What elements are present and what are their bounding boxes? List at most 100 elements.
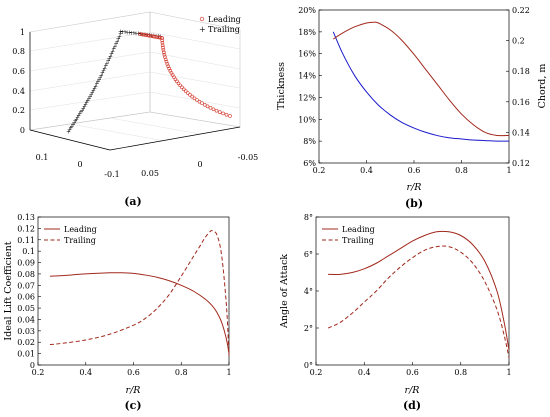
- right-tick-label: 0.22: [512, 6, 530, 15]
- x-tick-label: 0.8: [454, 368, 467, 377]
- trailing-point: +: [72, 120, 77, 127]
- x-axis-ticks: 0.2 0.4 0.6 0.8 1: [313, 160, 512, 175]
- z-tick-2: 0.4: [12, 87, 25, 96]
- leading-point: [221, 111, 225, 116]
- leading-point: [175, 79, 179, 84]
- right-tick-label: 0.2: [512, 37, 525, 46]
- trailing-point: +: [75, 115, 80, 122]
- leading-point: [162, 50, 166, 55]
- leading-point: [182, 87, 186, 92]
- y-axis-line: [109, 126, 241, 151]
- leading-point: [163, 55, 167, 59]
- trailing-point: +: [66, 129, 71, 136]
- trailing-point: +: [93, 83, 98, 90]
- xlabel-c: r/R: [126, 385, 141, 396]
- series-line-leading: [49, 272, 230, 354]
- caption-b: (b): [405, 197, 423, 210]
- y-tick-label: 0.07: [17, 281, 35, 290]
- trailing-point: +: [76, 113, 81, 120]
- ylabel-chord: Chord, m: [537, 64, 548, 109]
- series-line-leading: [328, 230, 510, 351]
- x-tick-label: 1: [226, 368, 231, 377]
- leading-point: [211, 107, 216, 112]
- trailing-point: +: [112, 43, 117, 50]
- leading-point: [195, 98, 199, 102]
- trailing-point: +: [100, 70, 105, 77]
- caption-a: (a): [124, 195, 142, 208]
- leading-point: [160, 43, 165, 47]
- caption-d: (d): [403, 399, 421, 412]
- x-tick-label: 0.2: [32, 368, 45, 377]
- z-tick-5: 1: [20, 28, 25, 37]
- leading-point: [192, 96, 197, 101]
- x-tick-0: 0.1: [36, 153, 49, 162]
- trailing-point: +: [73, 118, 78, 125]
- series-line-right: [332, 21, 510, 137]
- z-tick-4: 0.8: [12, 47, 25, 56]
- trailing-point: +: [103, 63, 108, 70]
- leading-points: [138, 32, 232, 118]
- trailing-point: +: [122, 29, 127, 36]
- y-tick-label: 0°: [304, 361, 313, 370]
- y-tick-label: 16%: [298, 50, 316, 59]
- trailing-point: +: [125, 29, 130, 36]
- x-tick-label: 0.2: [310, 368, 323, 377]
- trailing-point: +: [111, 46, 116, 53]
- trailing-point: +: [92, 85, 97, 92]
- trailing-point: +: [149, 32, 154, 39]
- trailing-point: +: [118, 31, 123, 38]
- x-tick-label: 0.4: [360, 166, 373, 175]
- y-tick-0: 0.05: [141, 169, 159, 178]
- trailing-point: +: [90, 90, 95, 97]
- xlabel-b: r/R: [407, 182, 422, 193]
- trailing-points: ++++++++++++++++++++++++++++++++++++++++…: [66, 29, 163, 136]
- x-tick-label: 0.6: [406, 368, 419, 377]
- leading-point: [164, 59, 169, 64]
- leading-point: [202, 103, 207, 107]
- x-tick-label: 1: [506, 166, 511, 175]
- legend-trailing-marker: +: [199, 25, 206, 34]
- x-tick-label: 0.4: [358, 368, 371, 377]
- trailing-point: +: [94, 81, 99, 88]
- leading-point: [197, 99, 202, 104]
- y-tick-label: 20%: [298, 6, 316, 15]
- leading-point: [185, 91, 190, 95]
- trailing-point: +: [110, 48, 115, 55]
- y-tick-label: 0.13: [17, 213, 35, 222]
- y-tick-label: 0.12: [17, 224, 35, 233]
- panel-a-3d-scatter: 0 0.2 0.4 0.6 0.8 1 0.1 0 -0.1 0.05 0 -0…: [12, 11, 259, 208]
- y-tick-label: 12%: [298, 93, 316, 102]
- y-tick-label: 6°: [304, 250, 313, 259]
- z-tick-3: 0.6: [12, 67, 25, 76]
- series-lines: [332, 21, 510, 142]
- y-tick-label: 8%: [303, 137, 316, 146]
- x-tick-label: 0.6: [127, 368, 140, 377]
- panel-a-grid: [29, 31, 241, 142]
- trailing-point: +: [120, 29, 125, 36]
- trailing-point: +: [80, 107, 85, 114]
- trailing-point: +: [82, 104, 87, 111]
- legend-leading-marker: [199, 16, 205, 22]
- trailing-point: +: [78, 109, 83, 116]
- y-tick-2: -0.05: [238, 153, 259, 162]
- trailing-point: +: [95, 79, 100, 86]
- trailing-point: +: [91, 88, 96, 95]
- y-tick-label: 0.01: [17, 350, 35, 359]
- x-axis-ticks: 0.2 0.4 0.6 0.8 1: [310, 362, 512, 377]
- trailing-point: +: [102, 65, 107, 72]
- leading-point: [180, 85, 184, 90]
- y-tick-label: 10%: [298, 115, 316, 124]
- legend-leading-label: Leading: [208, 15, 241, 24]
- trailing-point: +: [85, 98, 90, 105]
- legend-trailing-label: Trailing: [208, 25, 240, 34]
- y-tick-label: 0.04: [17, 315, 35, 324]
- right-axis-ticks: 0.12 0.14 0.16 0.18 0.2 0.22: [506, 6, 530, 168]
- y-tick-label: 8°: [304, 213, 313, 222]
- trailing-point: +: [156, 33, 161, 40]
- z-tick-1: 0.2: [12, 106, 25, 115]
- leading-point: [224, 112, 229, 117]
- y-tick-label: 0.02: [17, 338, 35, 347]
- trailing-point: +: [107, 56, 112, 63]
- panel-a-legend: Leading + Trailing: [199, 15, 241, 34]
